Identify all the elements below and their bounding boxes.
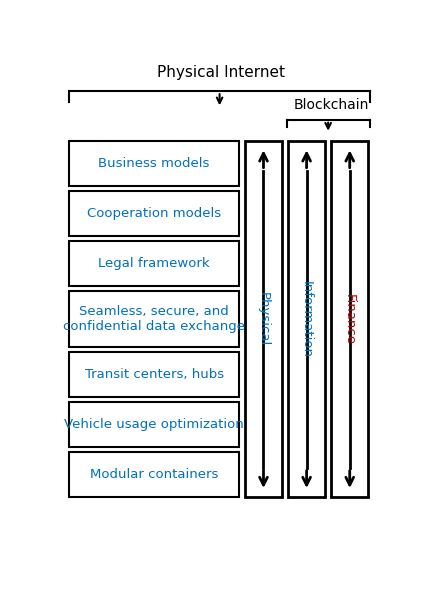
Text: Information: Information [300, 281, 313, 358]
Bar [69, 191, 239, 236]
Bar [331, 141, 368, 497]
Text: Legal framework: Legal framework [99, 257, 210, 270]
Bar [288, 141, 325, 497]
Text: Vehicle usage optimization: Vehicle usage optimization [64, 418, 244, 431]
Bar [245, 141, 282, 497]
Bar [69, 352, 239, 397]
Text: Physical: Physical [257, 292, 270, 346]
Bar [69, 292, 239, 347]
Bar [69, 452, 239, 497]
Text: Cooperation models: Cooperation models [87, 207, 221, 220]
Bar [69, 403, 239, 447]
Text: Business models: Business models [99, 157, 210, 170]
Text: Modular containers: Modular containers [90, 468, 218, 481]
Text: Blockchain: Blockchain [293, 98, 369, 112]
Bar [69, 241, 239, 286]
Text: Seamless, secure, and
confidential data exchange: Seamless, secure, and confidential data … [63, 305, 245, 333]
Text: Transit centers, hubs: Transit centers, hubs [85, 368, 224, 381]
Bar [69, 141, 239, 186]
Text: Physical Internet: Physical Internet [157, 65, 285, 80]
Text: Finance: Finance [343, 293, 356, 344]
